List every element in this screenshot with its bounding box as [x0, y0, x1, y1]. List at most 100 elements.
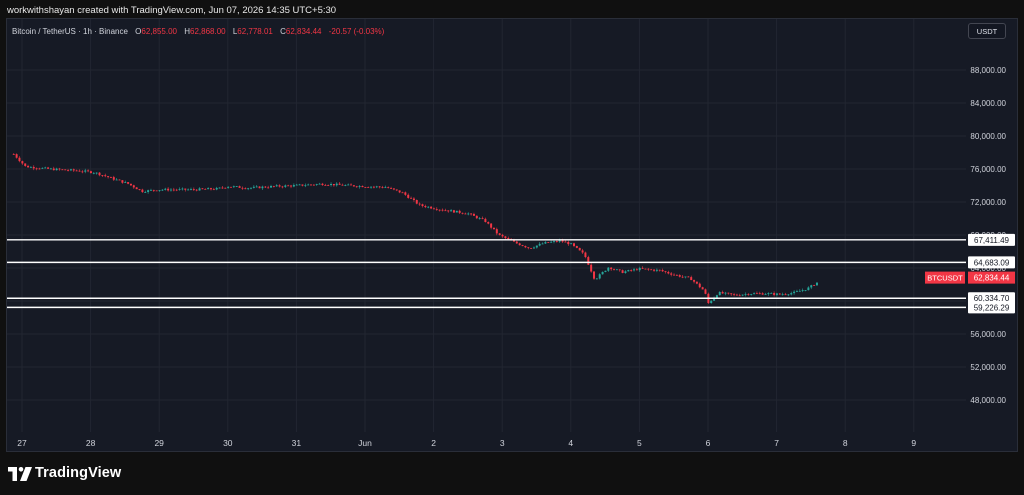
candle-body — [504, 236, 507, 239]
y-axis-tick-label: 72,000.00 — [970, 198, 1006, 207]
candle-body — [773, 293, 776, 295]
candle-body — [678, 275, 681, 277]
candle-body — [750, 294, 753, 295]
candle-body — [544, 242, 547, 244]
candle-body — [490, 223, 493, 228]
candle-body — [244, 188, 247, 190]
candle-body — [598, 274, 601, 279]
candle-body — [804, 290, 807, 291]
candle-body — [255, 186, 258, 188]
candle-body — [735, 294, 738, 296]
candle-body — [261, 186, 264, 189]
candle-body — [410, 197, 413, 199]
x-axis-tick-label: 5 — [637, 438, 642, 448]
caption-text: workwithshayan created with TradingView.… — [7, 5, 337, 16]
y-axis-tick-label: 56,000.00 — [970, 330, 1006, 339]
y-axis-tick-label: 80,000.00 — [970, 132, 1006, 141]
candle-body — [69, 169, 72, 171]
candle-body — [575, 245, 578, 248]
candle-body — [109, 177, 112, 178]
candle-body — [281, 186, 284, 188]
candle-body — [744, 293, 747, 295]
level-label-box — [968, 233, 1015, 246]
candle-body — [615, 269, 618, 271]
symbol-tag — [925, 271, 965, 284]
symbol-tag-label: BTCUSDT — [927, 274, 963, 283]
candle-body — [284, 185, 287, 187]
candle-body — [481, 218, 484, 219]
candle-body — [587, 257, 590, 265]
candle-body — [149, 189, 152, 191]
candle-body — [318, 183, 321, 185]
candle-body — [492, 227, 495, 230]
y-axis-tick-label: 84,000.00 — [970, 99, 1006, 108]
candle-body — [638, 267, 641, 271]
candle-body — [530, 248, 533, 249]
candle-body — [655, 269, 658, 271]
candle-body — [87, 170, 90, 172]
candle-body — [647, 268, 650, 270]
candle-body — [375, 186, 378, 188]
candle-body — [475, 215, 478, 219]
x-axis-tick-label: 9 — [911, 438, 916, 448]
candle-body — [550, 241, 553, 243]
candle-body — [192, 189, 195, 190]
low-value: 62,778.01 — [237, 27, 273, 36]
candle-body — [455, 210, 458, 213]
candle-body — [78, 170, 81, 172]
candle-body — [444, 210, 447, 212]
candle-body — [38, 168, 41, 170]
candle-body — [15, 154, 18, 158]
candle-body — [61, 169, 64, 171]
candle-body — [55, 168, 58, 171]
candle-body — [438, 209, 441, 211]
candle-body — [101, 175, 104, 177]
tradingview-logo-icon — [8, 467, 32, 481]
currency-button[interactable]: USDT — [968, 23, 1006, 39]
candle-body — [372, 186, 375, 188]
candle-body — [487, 222, 490, 224]
candle-body — [764, 294, 767, 295]
candle-body — [755, 293, 758, 295]
x-axis-tick-label: 6 — [706, 438, 711, 448]
candle-body — [235, 186, 238, 187]
candle-body — [427, 206, 430, 208]
candle-body — [787, 294, 790, 296]
candle-body — [218, 187, 221, 189]
candle-body — [118, 179, 121, 181]
candle-body — [567, 241, 570, 245]
last-price-tag — [968, 271, 1015, 284]
candle-body — [435, 208, 438, 210]
candle-body — [204, 188, 207, 190]
candle-body — [795, 291, 798, 292]
candle-body — [315, 184, 318, 185]
candle-body — [704, 289, 707, 294]
candle-body — [338, 183, 341, 185]
candle-body — [781, 294, 784, 296]
candle-body — [573, 243, 576, 246]
candle-body — [95, 172, 98, 174]
candle-body — [21, 161, 24, 164]
candle-body — [347, 184, 350, 186]
candle-body — [807, 287, 810, 291]
candle-body — [287, 185, 290, 187]
candle-body — [815, 282, 818, 286]
candle-body — [324, 185, 327, 186]
candle-body — [227, 186, 230, 188]
candle-body — [738, 295, 741, 297]
candle-body — [810, 285, 813, 288]
level-label: 64,683.09 — [974, 258, 1010, 267]
candle-body — [241, 187, 244, 189]
change-value: -20.57 (-0.03%) — [328, 27, 385, 36]
y-axis-tick-label: 48,000.00 — [970, 396, 1006, 405]
candle-body — [641, 267, 644, 269]
candle-body — [421, 204, 424, 207]
candle-body — [75, 170, 78, 172]
candle-body — [630, 270, 633, 271]
candle-body — [355, 186, 358, 188]
x-axis-tick-label: 27 — [17, 438, 27, 448]
candle-body — [790, 293, 793, 295]
candle-body — [330, 183, 333, 186]
candle-body — [687, 276, 690, 278]
